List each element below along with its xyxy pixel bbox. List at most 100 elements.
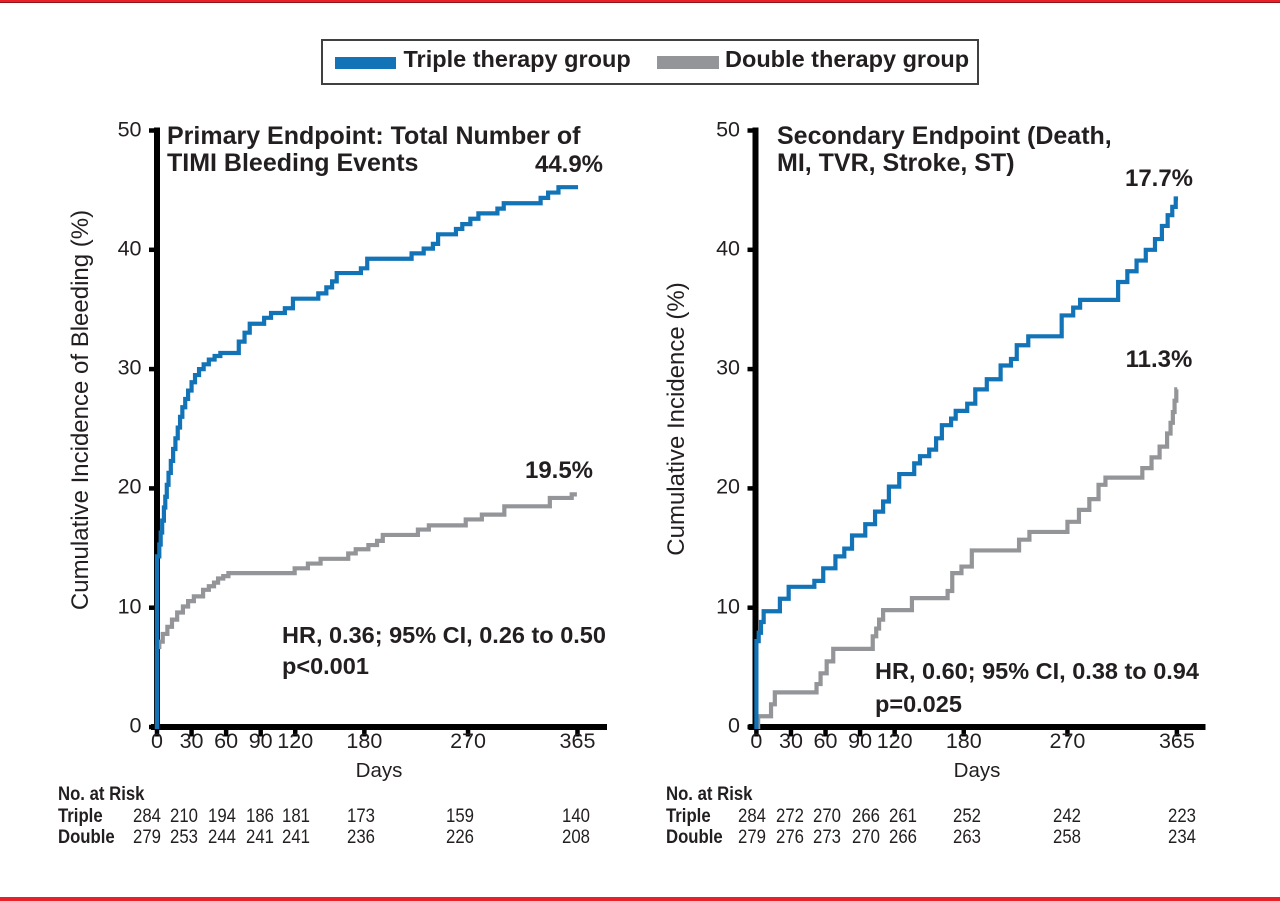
y-tick-label: 0 [728, 713, 740, 738]
at-risk-count: 270 [813, 805, 841, 828]
at-risk-count: 273 [813, 825, 841, 848]
x-tick-label: 60 [813, 729, 838, 754]
x-axis-tick [823, 730, 828, 737]
top-accent-bar [0, 0, 1280, 3]
at-risk-count: 266 [852, 805, 880, 828]
y-axis-tick [149, 605, 154, 610]
y-tick-label: 30 [117, 355, 142, 380]
x-axis-tick [465, 730, 471, 737]
left-x-axis-title: Days [355, 759, 403, 782]
legend-label-double: Double therapy group [725, 45, 970, 72]
y-tick-label: 40 [117, 236, 142, 261]
x-axis-tick [223, 730, 229, 737]
y-axis-spine [154, 127, 160, 730]
x-tick-label: 365 [559, 729, 596, 754]
y-axis-tick [747, 366, 753, 372]
y-axis-tick [149, 247, 154, 253]
at-risk-count: 258 [1053, 825, 1081, 848]
right-y-axis-title: Cumulative Incidence (%) [663, 282, 690, 556]
x-axis-tick [892, 730, 897, 737]
at-risk-count: 210 [169, 805, 198, 828]
at-risk-count: 236 [347, 825, 375, 848]
bottom-accent-bar [0, 897, 1280, 901]
right-p-annotation: p=0.025 [875, 691, 962, 717]
at-risk-count: 173 [347, 805, 375, 828]
right-panel-title-line2: MI, TVR, Stroke, ST) [777, 149, 1015, 177]
km-curve-double [756, 387, 1179, 729]
x-axis-spine [748, 724, 1206, 730]
y-tick-label: 20 [716, 474, 740, 499]
right-panel-title-line1: Secondary Endpoint (Death, [777, 122, 1112, 150]
at-risk-count: 241 [246, 825, 274, 848]
at-risk-count: 279 [132, 825, 161, 848]
x-tick-label: 60 [214, 729, 239, 754]
right-at-risk-header: No. at Risk [666, 782, 753, 805]
x-tick-label: 0 [151, 729, 163, 754]
y-axis-tick [149, 486, 154, 491]
x-tick-label: 30 [179, 729, 204, 754]
y-tick-label: 40 [716, 236, 740, 261]
x-axis-spine [151, 724, 607, 730]
y-tick-label: 10 [117, 594, 142, 619]
at-risk-count: 186 [246, 805, 274, 828]
at-risk-count: 252 [953, 805, 981, 828]
left-panel-title: Primary Endpoint: Total Number of TIMI B… [167, 123, 580, 177]
y-axis-tick [747, 605, 753, 610]
y-axis-tick [747, 247, 753, 253]
x-axis-tick [1065, 730, 1070, 737]
right-triple-end-label: 17.7% [1124, 165, 1194, 192]
at-risk-count: 241 [281, 825, 310, 848]
y-axis-spine [752, 127, 759, 730]
x-tick-label: 180 [346, 729, 383, 754]
y-axis-tick [149, 724, 154, 730]
right-at-risk-row1-label: Triple [666, 805, 711, 828]
km-curve-triple [754, 196, 1179, 729]
x-axis-tick [857, 730, 863, 737]
y-tick-label: 30 [716, 355, 740, 380]
x-tick-label: 90 [848, 729, 873, 754]
at-risk-count: 270 [852, 825, 880, 848]
left-at-risk-row2-label: Double [58, 825, 115, 848]
right-hr-annotation: HR, 0.60; 95% CI, 0.38 to 0.94 [875, 658, 1199, 684]
at-risk-count: 242 [1053, 805, 1081, 828]
left-panel-title-line2: TIMI Bleeding Events [167, 149, 419, 177]
x-axis-tick [362, 730, 367, 737]
right-at-risk-row2-label: Double [666, 825, 723, 848]
legend-label-triple: Triple therapy group [403, 45, 631, 72]
at-risk-count: 284 [132, 805, 161, 828]
at-risk-count: 226 [446, 825, 474, 848]
at-risk-count: 181 [281, 805, 310, 828]
left-at-risk-row1-label: Triple [58, 805, 103, 828]
right-panel-title: Secondary Endpoint (Death, MI, TVR, Stro… [777, 123, 1112, 177]
y-tick-label: 20 [117, 474, 142, 499]
right-x-axis-title: Days [953, 759, 1001, 782]
x-axis-tick [788, 730, 794, 737]
left-hr-annotation: HR, 0.36; 95% CI, 0.26 to 0.50 [282, 622, 606, 648]
left-double-end-label: 19.5% [524, 457, 594, 484]
x-tick-label: 270 [450, 729, 486, 754]
at-risk-count: 253 [169, 825, 198, 848]
x-tick-label: 180 [945, 729, 982, 754]
x-tick-label: 30 [778, 729, 803, 754]
y-tick-label: 10 [716, 594, 740, 619]
at-risk-count: 140 [562, 805, 590, 828]
y-tick-label: 50 [716, 116, 740, 141]
at-risk-count: 244 [208, 825, 236, 848]
y-axis-tick [747, 486, 753, 491]
at-risk-count: 279 [738, 825, 766, 848]
x-axis-tick [1174, 730, 1180, 737]
x-axis-tick [154, 730, 160, 737]
x-axis-tick [575, 730, 580, 737]
x-axis-tick [961, 730, 967, 737]
at-risk-count: 234 [1168, 825, 1196, 848]
at-risk-count: 261 [889, 805, 917, 828]
at-risk-count: 272 [776, 805, 804, 828]
x-tick-label: 120 [876, 729, 913, 754]
x-tick-label: 90 [248, 729, 273, 754]
triple-therapy-swatch [334, 56, 396, 69]
x-tick-label: 120 [277, 729, 314, 754]
y-axis-tick [149, 128, 154, 133]
right-double-end-label: 11.3% [1125, 346, 1193, 373]
double-therapy-swatch [657, 56, 719, 69]
